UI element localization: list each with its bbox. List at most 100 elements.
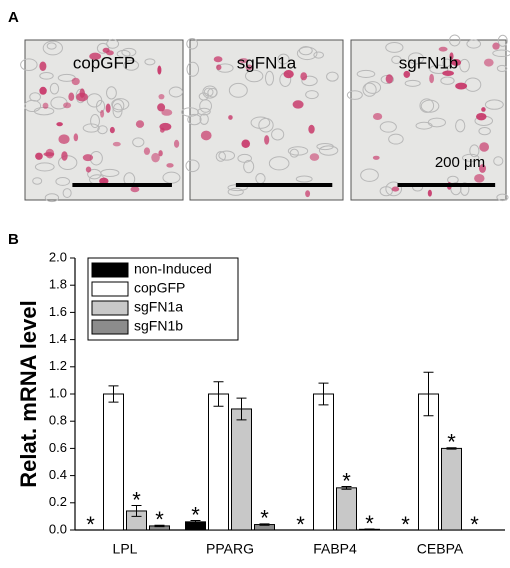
cell bbox=[144, 58, 156, 66]
cell bbox=[44, 193, 60, 203]
scale-bar-label: 200 μm bbox=[435, 154, 485, 171]
x-tick-label: CEBPA bbox=[417, 541, 464, 557]
stained-cell bbox=[130, 186, 140, 193]
cell bbox=[264, 70, 275, 86]
error-bar bbox=[154, 524, 165, 528]
stained-cell bbox=[213, 56, 223, 63]
stained-cell bbox=[39, 86, 47, 95]
stained-cell bbox=[105, 103, 111, 113]
stained-cell bbox=[106, 50, 114, 56]
stained-cell bbox=[385, 74, 394, 84]
cell bbox=[326, 71, 339, 82]
stained-cell bbox=[112, 141, 121, 147]
cell bbox=[462, 153, 480, 162]
cell bbox=[34, 162, 55, 172]
cell bbox=[295, 175, 313, 183]
y-tick-label: 1.0 bbox=[49, 385, 67, 400]
stained-cell bbox=[478, 164, 487, 173]
error-bar bbox=[131, 505, 142, 517]
stained-cell bbox=[403, 70, 411, 78]
cell bbox=[106, 86, 117, 100]
cell bbox=[316, 142, 334, 151]
legend-swatch bbox=[91, 319, 129, 335]
error-bar bbox=[318, 382, 329, 406]
stained-cell bbox=[427, 189, 432, 197]
cell bbox=[46, 42, 57, 50]
cell bbox=[391, 55, 402, 64]
stained-cell bbox=[35, 152, 43, 160]
cell bbox=[186, 37, 199, 50]
cell bbox=[440, 76, 455, 85]
significance-mark: * bbox=[260, 506, 269, 531]
cell bbox=[244, 69, 264, 83]
significance-mark: * bbox=[86, 512, 95, 537]
cell bbox=[301, 75, 318, 87]
bar bbox=[103, 393, 124, 531]
panel-label: B bbox=[8, 231, 19, 248]
stained-cell bbox=[492, 42, 500, 50]
cell bbox=[62, 188, 72, 198]
stained-cell bbox=[82, 154, 94, 162]
cell bbox=[116, 49, 131, 58]
stained-cell bbox=[238, 58, 249, 64]
stained-cell bbox=[216, 64, 222, 71]
cell bbox=[496, 193, 509, 202]
cell bbox=[268, 156, 290, 171]
cell bbox=[86, 93, 103, 108]
panel-label: A bbox=[8, 9, 19, 26]
stained-cell bbox=[455, 82, 468, 90]
cell bbox=[132, 137, 145, 148]
bar bbox=[441, 447, 462, 531]
cell bbox=[199, 99, 212, 113]
stained-cell bbox=[71, 77, 80, 86]
cell bbox=[493, 156, 504, 166]
cell bbox=[419, 98, 435, 113]
stained-cell bbox=[283, 69, 294, 79]
micrograph bbox=[24, 39, 184, 201]
significance-mark: * bbox=[132, 487, 141, 512]
legend-swatch bbox=[91, 300, 129, 316]
cell bbox=[305, 90, 319, 100]
y-tick-label: 0.6 bbox=[49, 440, 67, 455]
cell bbox=[460, 182, 470, 196]
cell bbox=[243, 159, 255, 174]
stained-cell bbox=[158, 93, 165, 100]
cell bbox=[106, 38, 120, 49]
stained-cell bbox=[89, 52, 102, 60]
cell bbox=[90, 114, 100, 129]
cell bbox=[123, 59, 140, 71]
stained-cell bbox=[481, 107, 486, 112]
cell bbox=[199, 113, 209, 125]
stained-cell bbox=[264, 135, 270, 145]
significance-mark: * bbox=[365, 511, 374, 536]
cell bbox=[181, 107, 199, 117]
cell bbox=[362, 82, 377, 97]
cell bbox=[97, 125, 108, 135]
stained-cell bbox=[309, 153, 320, 161]
significance-mark: * bbox=[470, 512, 479, 537]
legend-swatch bbox=[91, 281, 129, 297]
y-tick-label: 1.2 bbox=[49, 358, 67, 373]
cell bbox=[187, 113, 202, 126]
cell bbox=[197, 107, 211, 116]
cell bbox=[20, 58, 38, 72]
x-tick-label: FABP4 bbox=[313, 541, 357, 557]
stained-cell bbox=[241, 139, 251, 148]
cell bbox=[100, 168, 120, 177]
legend-label: copGFP bbox=[134, 280, 185, 296]
stained-cell bbox=[135, 120, 145, 128]
significance-mark: * bbox=[155, 507, 164, 532]
error-bar bbox=[190, 519, 201, 524]
stained-cell bbox=[63, 102, 72, 109]
stained-cell bbox=[308, 124, 315, 134]
significance-mark: * bbox=[447, 430, 456, 455]
stained-cell bbox=[45, 148, 55, 159]
cell bbox=[385, 41, 404, 53]
stained-cell bbox=[429, 73, 435, 84]
cell bbox=[407, 52, 424, 65]
stained-cell bbox=[109, 126, 115, 134]
stained-cell bbox=[438, 46, 448, 52]
error-bar bbox=[364, 528, 375, 531]
image-label: sgFN1b bbox=[399, 53, 459, 72]
cell bbox=[287, 146, 309, 156]
